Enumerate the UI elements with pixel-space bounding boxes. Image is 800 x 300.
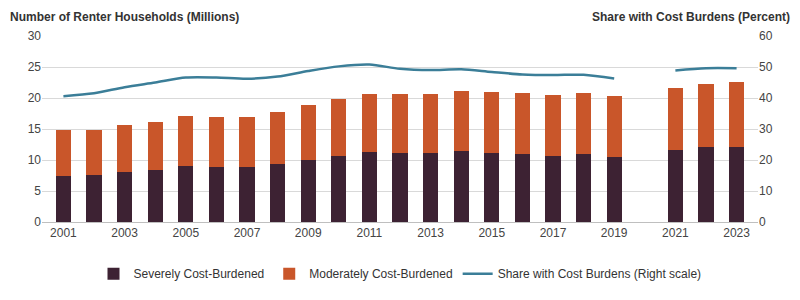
svg-text:0: 0 [759,215,766,229]
svg-text:25: 25 [28,60,42,74]
svg-text:2009: 2009 [295,226,322,240]
svg-text:2003: 2003 [111,226,138,240]
svg-text:2019: 2019 [601,226,628,240]
svg-text:Share with Cost Burdens (Perce: Share with Cost Burdens (Percent) [592,10,790,24]
svg-text:30: 30 [759,122,773,136]
svg-text:30: 30 [28,29,42,43]
svg-text:50: 50 [759,60,773,74]
svg-text:Severely Cost-Burdened: Severely Cost-Burdened [134,267,265,281]
svg-text:20: 20 [28,91,42,105]
svg-text:0: 0 [34,215,41,229]
svg-text:20: 20 [759,153,773,167]
svg-text:15: 15 [28,122,42,136]
svg-text:Moderately Cost-Burdened: Moderately Cost-Burdened [309,267,452,281]
svg-text:10: 10 [28,153,42,167]
svg-text:2021: 2021 [662,226,689,240]
svg-text:2023: 2023 [723,226,750,240]
svg-text:2005: 2005 [172,226,199,240]
svg-text:Share with Cost Burdens (Right: Share with Cost Burdens (Right scale) [498,267,701,281]
svg-text:5: 5 [34,184,41,198]
svg-text:2007: 2007 [234,226,261,240]
svg-text:2015: 2015 [478,226,505,240]
svg-text:2011: 2011 [356,226,382,240]
svg-text:Number of Renter Households (M: Number of Renter Households (Millions) [10,10,239,24]
svg-text:2013: 2013 [417,226,444,240]
svg-text:40: 40 [759,91,773,105]
svg-text:10: 10 [759,184,773,198]
svg-text:60: 60 [759,29,773,43]
svg-text:2001: 2001 [50,226,77,240]
svg-text:2017: 2017 [540,226,567,240]
